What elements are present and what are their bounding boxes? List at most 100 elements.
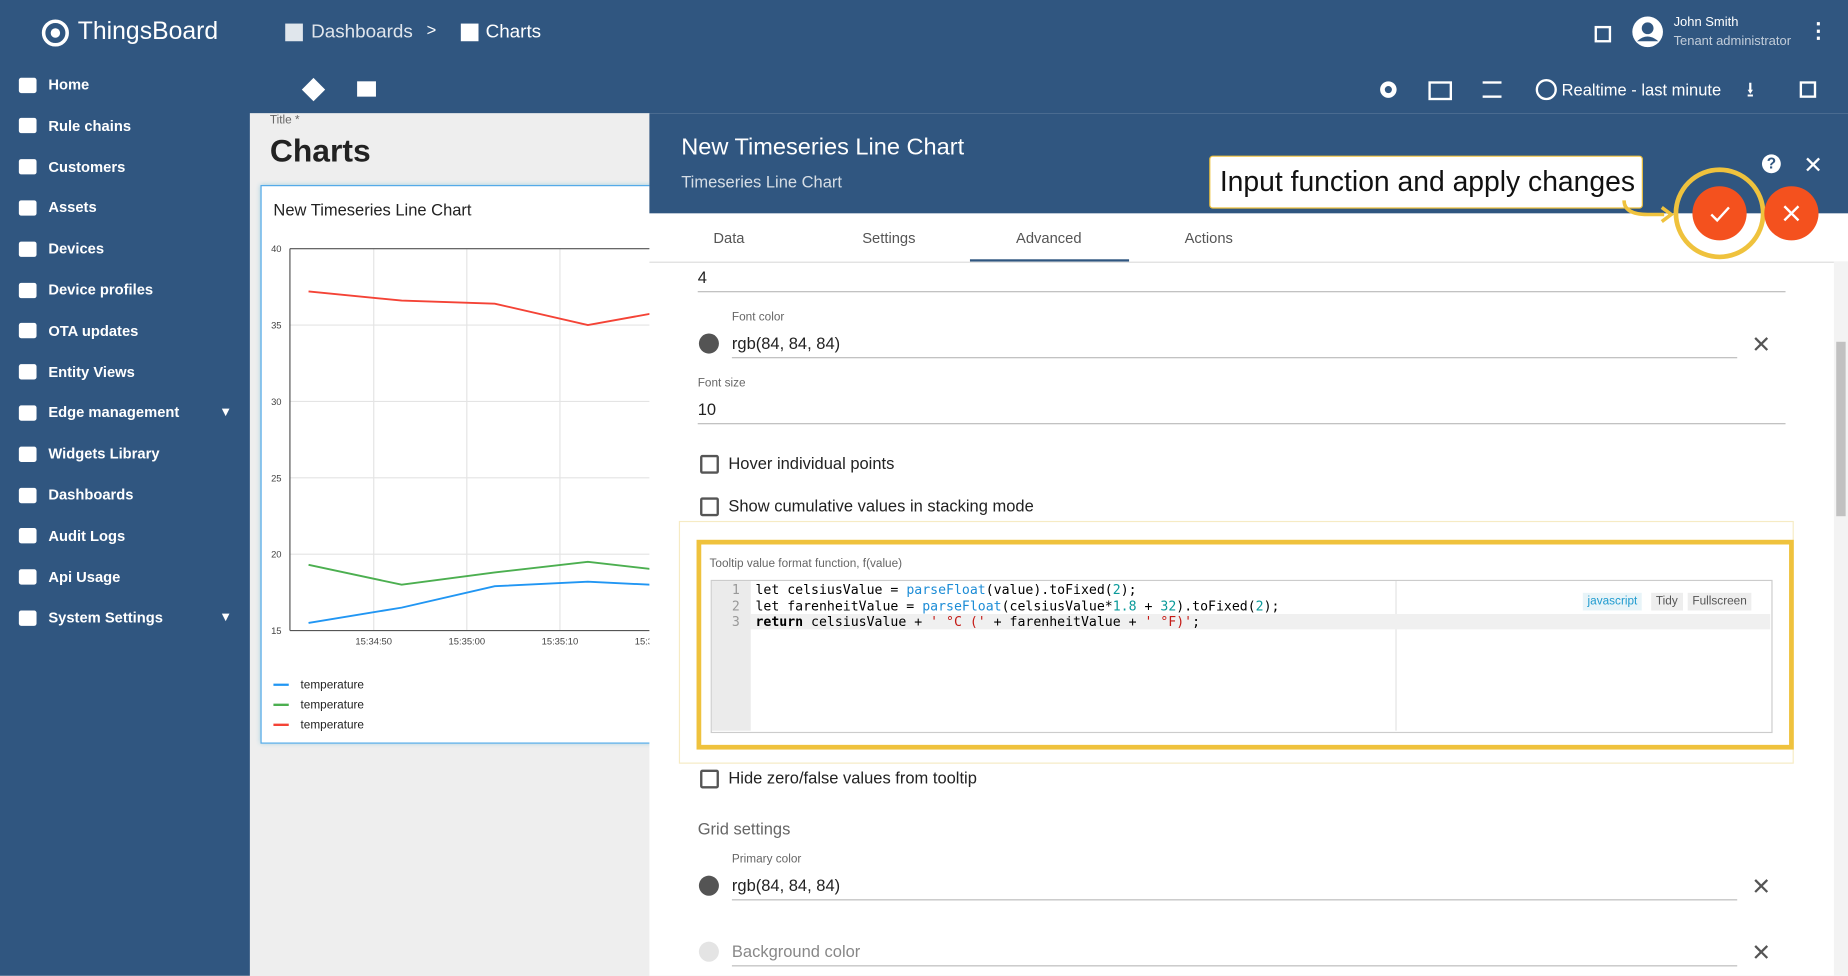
x-tick-label: 15:34:50 <box>355 636 392 647</box>
color-swatch[interactable] <box>698 333 719 354</box>
field-value: 10 <box>697 399 717 419</box>
code-token: (celsiusValue* <box>1001 598 1113 614</box>
nav-icon <box>18 487 37 503</box>
charts-icon <box>460 23 479 42</box>
field-label: Primary color <box>731 853 802 867</box>
nav-label: Api Usage <box>48 568 121 586</box>
underline <box>731 899 1738 901</box>
field-placeholder: Background color <box>731 941 861 961</box>
nav-item[interactable]: Devices <box>0 229 250 269</box>
field-label: Tooltip value format function, f(value) <box>709 557 903 571</box>
nav-item[interactable]: System Settings ▼ <box>0 598 250 638</box>
dashboards-icon <box>285 23 303 42</box>
close-button[interactable]: ✕ <box>1803 153 1823 180</box>
entities-button[interactable] <box>1428 81 1452 101</box>
code-token: ); <box>1120 582 1137 598</box>
tidy-button[interactable]: Tidy <box>1651 592 1683 611</box>
checkbox[interactable] <box>700 497 719 517</box>
checkbox[interactable] <box>700 454 719 474</box>
tab[interactable]: Settings <box>862 229 916 246</box>
mode-button[interactable]: javascript <box>1582 592 1643 611</box>
fullscreen-button[interactable] <box>1594 25 1612 43</box>
widget-title: New Timeseries Line Chart <box>273 200 472 220</box>
series-line <box>308 560 682 586</box>
checkbox-label: Hover individual points <box>728 453 895 473</box>
y-tick-label: 30 <box>271 396 281 407</box>
nav-label: Device profiles <box>48 281 154 299</box>
nav-icon <box>18 610 37 626</box>
active-line <box>750 614 1771 630</box>
nav-item[interactable]: Edge management ▼ <box>0 393 250 433</box>
menu-button[interactable]: ⋮ <box>1807 18 1830 43</box>
y-tick-label: 20 <box>271 549 281 560</box>
nav-icon <box>18 241 37 257</box>
apply-button[interactable] <box>1692 186 1746 240</box>
checkbox-label: Hide zero/false values from tooltip <box>728 768 977 788</box>
fullscreen-button[interactable]: Fullscreen <box>1687 592 1752 611</box>
nav-item[interactable]: Audit Logs <box>0 516 250 556</box>
tab-indicator <box>969 259 1130 262</box>
nav-label: Customers <box>48 158 126 176</box>
nav-item[interactable]: Entity Views <box>0 352 250 392</box>
highlight-box <box>696 539 1794 750</box>
cancel-button[interactable] <box>1764 186 1818 240</box>
settings-button[interactable] <box>1377 78 1401 102</box>
code-token: let <box>755 598 780 614</box>
title-label: Title * <box>269 114 300 128</box>
logo-icon <box>41 19 69 47</box>
nav-item[interactable]: Assets <box>0 188 250 228</box>
expand-icon: ▼ <box>219 405 233 421</box>
line-number: 2 <box>731 598 740 614</box>
tab[interactable]: Actions <box>1184 229 1233 246</box>
nav-item[interactable]: Api Usage <box>0 557 250 597</box>
checkbox[interactable] <box>700 769 719 789</box>
nav-item[interactable]: Widgets Library <box>0 434 250 474</box>
nav-icon <box>18 77 37 93</box>
nav-item[interactable]: OTA updates <box>0 311 250 351</box>
nav-item[interactable]: Rule chains <box>0 106 250 146</box>
breadcrumb: Charts <box>485 22 542 43</box>
tab[interactable]: Data <box>713 229 745 246</box>
code-token: 2 <box>1112 582 1121 598</box>
timewindow[interactable]: Realtime - last minute <box>1561 80 1722 99</box>
nav-item[interactable]: Dashboards <box>0 475 250 515</box>
clear-button[interactable]: ✕ <box>1751 874 1772 901</box>
scrollbar-thumb[interactable] <box>1836 341 1846 517</box>
fullscreen-button[interactable] <box>1799 81 1817 98</box>
x-tick-label: 15:35:10 <box>542 636 579 647</box>
nav-label: Audit Logs <box>48 527 126 545</box>
code-token: ).toFixed( <box>1176 598 1256 614</box>
expand-icon: ▼ <box>219 610 233 626</box>
legend-label: temperature <box>301 678 365 691</box>
code-token: farenheitValue = <box>779 598 923 614</box>
color-swatch[interactable] <box>698 941 719 962</box>
code-token: ); <box>1263 598 1280 614</box>
code-gutter <box>711 581 751 731</box>
help-button[interactable]: ? <box>1761 154 1781 174</box>
code-token: celsiusValue + <box>803 614 931 630</box>
nav-item[interactable]: Home <box>0 65 250 105</box>
color-swatch[interactable] <box>698 875 719 896</box>
filter-button[interactable] <box>1482 81 1502 98</box>
code-token: + <box>1136 598 1161 614</box>
clear-button[interactable]: ✕ <box>1751 332 1772 359</box>
breadcrumb-separator: > <box>426 20 437 39</box>
widget-card: New Timeseries Line Chart 15 20 25 30 35 40 15… <box>260 185 747 744</box>
field-label: Font size <box>697 377 746 391</box>
layout-button[interactable] <box>357 81 376 97</box>
nav-label: Entity Views <box>48 363 135 381</box>
code-token: + farenheitValue + <box>985 614 1145 630</box>
underline <box>731 357 1738 359</box>
nav-label: Home <box>48 76 90 94</box>
tab-divider <box>649 261 1848 263</box>
nav-label: Edge management <box>48 404 180 422</box>
breadcrumb[interactable]: Dashboards <box>311 22 413 43</box>
download-button[interactable]: ⭳ <box>1746 77 1755 102</box>
clear-button[interactable]: ✕ <box>1751 940 1772 967</box>
nav-item[interactable]: Customers <box>0 147 250 187</box>
code-token: celsiusValue = <box>779 582 907 598</box>
nav-item[interactable]: Device profiles <box>0 270 250 310</box>
nav-icon <box>18 405 37 421</box>
tab[interactable]: Advanced <box>1016 229 1082 246</box>
avatar[interactable] <box>1631 15 1664 48</box>
